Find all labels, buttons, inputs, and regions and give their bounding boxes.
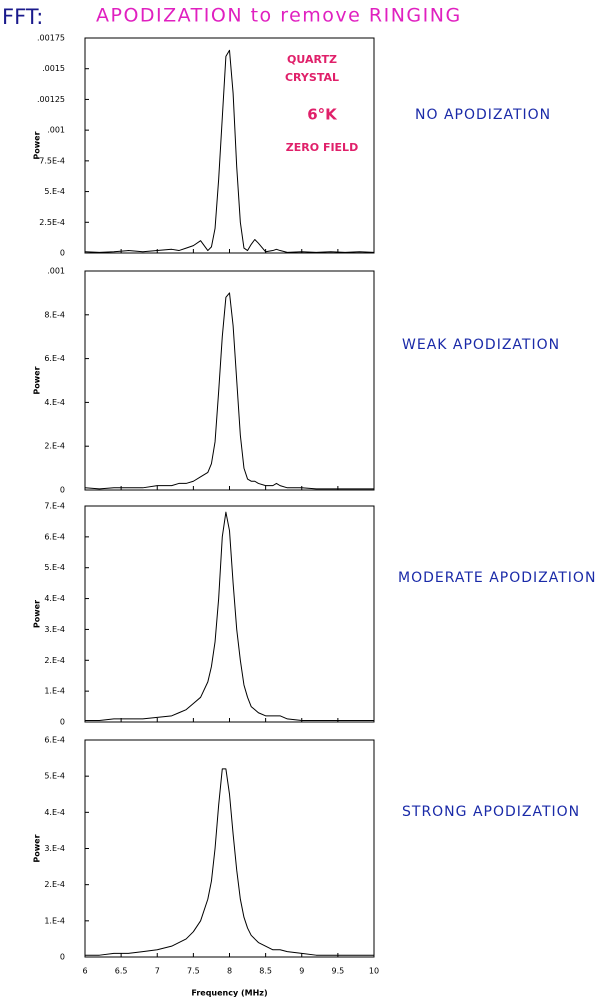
x-tick-label: 6: [82, 967, 87, 976]
plot-frame: [84, 270, 375, 491]
y-tick-label: .00175: [37, 34, 65, 43]
panel-annotation: NO APODIZATION: [415, 107, 551, 123]
y-tick-label: 2.E-4: [44, 656, 65, 665]
y-tick-label: 0: [60, 718, 65, 727]
panel-note: QUARTZ: [287, 53, 337, 66]
y-tick-label: 5.E-4: [44, 187, 65, 196]
panel-note: CRYSTAL: [285, 71, 339, 84]
y-tick-label: 2.E-4: [44, 880, 65, 889]
y-tick-label: 5.E-4: [44, 772, 65, 781]
y-tick-label: 6.E-4: [44, 354, 65, 363]
title-prefix: FFT:: [2, 5, 43, 29]
y-axis-label: Power: [33, 131, 42, 159]
y-tick-label: 4.E-4: [44, 398, 65, 407]
x-tick-label: 10: [369, 967, 379, 976]
y-tick-label: 8.E-4: [44, 310, 65, 319]
y-tick-label: 6.E-4: [44, 532, 65, 541]
x-tick-label: 9.5: [332, 967, 345, 976]
x-tick-label: 7.5: [187, 967, 200, 976]
x-axis-label: Frequency (MHz): [191, 989, 267, 998]
y-tick-label: 0: [60, 249, 65, 258]
panel-annotation: WEAK APODIZATION: [402, 337, 560, 353]
data-line: [84, 292, 374, 490]
y-tick-label: 7.E-4: [44, 502, 65, 511]
y-tick-label: 1.E-4: [44, 687, 65, 696]
x-tick-label: 8: [227, 967, 232, 976]
y-tick-label: 7.5E-4: [39, 156, 65, 165]
y-axis-label: Power: [33, 834, 42, 862]
y-axis-label: Power: [33, 600, 42, 628]
y-tick-label: 1.E-4: [44, 916, 65, 925]
panel-annotation: MODERATE APODIZATION: [398, 570, 596, 586]
y-tick-label: 2.5E-4: [39, 218, 65, 227]
x-tick-label: 7: [155, 967, 160, 976]
plot-frame: [84, 505, 375, 723]
y-tick-label: 3.E-4: [44, 844, 65, 853]
y-tick-label: .0015: [42, 64, 65, 73]
y-tick-label: 6.E-4: [44, 736, 65, 745]
y-tick-label: 4.E-4: [44, 594, 65, 603]
panel-note: 6°K: [307, 106, 338, 124]
data-line: [84, 49, 375, 253]
x-tick-label: 8.5: [259, 967, 272, 976]
y-tick-label: 5.E-4: [44, 563, 65, 572]
y-tick-label: .001: [47, 267, 65, 276]
data-line: [85, 768, 374, 956]
y-tick-label: .001: [47, 126, 65, 135]
data-line: [85, 511, 374, 721]
page-title: APODIZATION to remove RINGING: [96, 5, 462, 27]
y-tick-label: .00125: [37, 95, 65, 104]
y-tick-label: 4.E-4: [44, 808, 65, 817]
y-tick-label: 3.E-4: [44, 625, 65, 634]
x-tick-label: 9: [299, 967, 304, 976]
y-tick-label: 0: [60, 953, 65, 962]
plot-frame: [84, 739, 375, 958]
y-axis-label: Power: [33, 366, 42, 394]
panel-annotation: STRONG APODIZATION: [402, 804, 580, 820]
panel-note: ZERO FIELD: [286, 141, 358, 154]
y-tick-label: 0: [60, 486, 65, 495]
y-tick-label: 2.E-4: [44, 442, 65, 451]
x-tick-label: 6.5: [115, 967, 128, 976]
